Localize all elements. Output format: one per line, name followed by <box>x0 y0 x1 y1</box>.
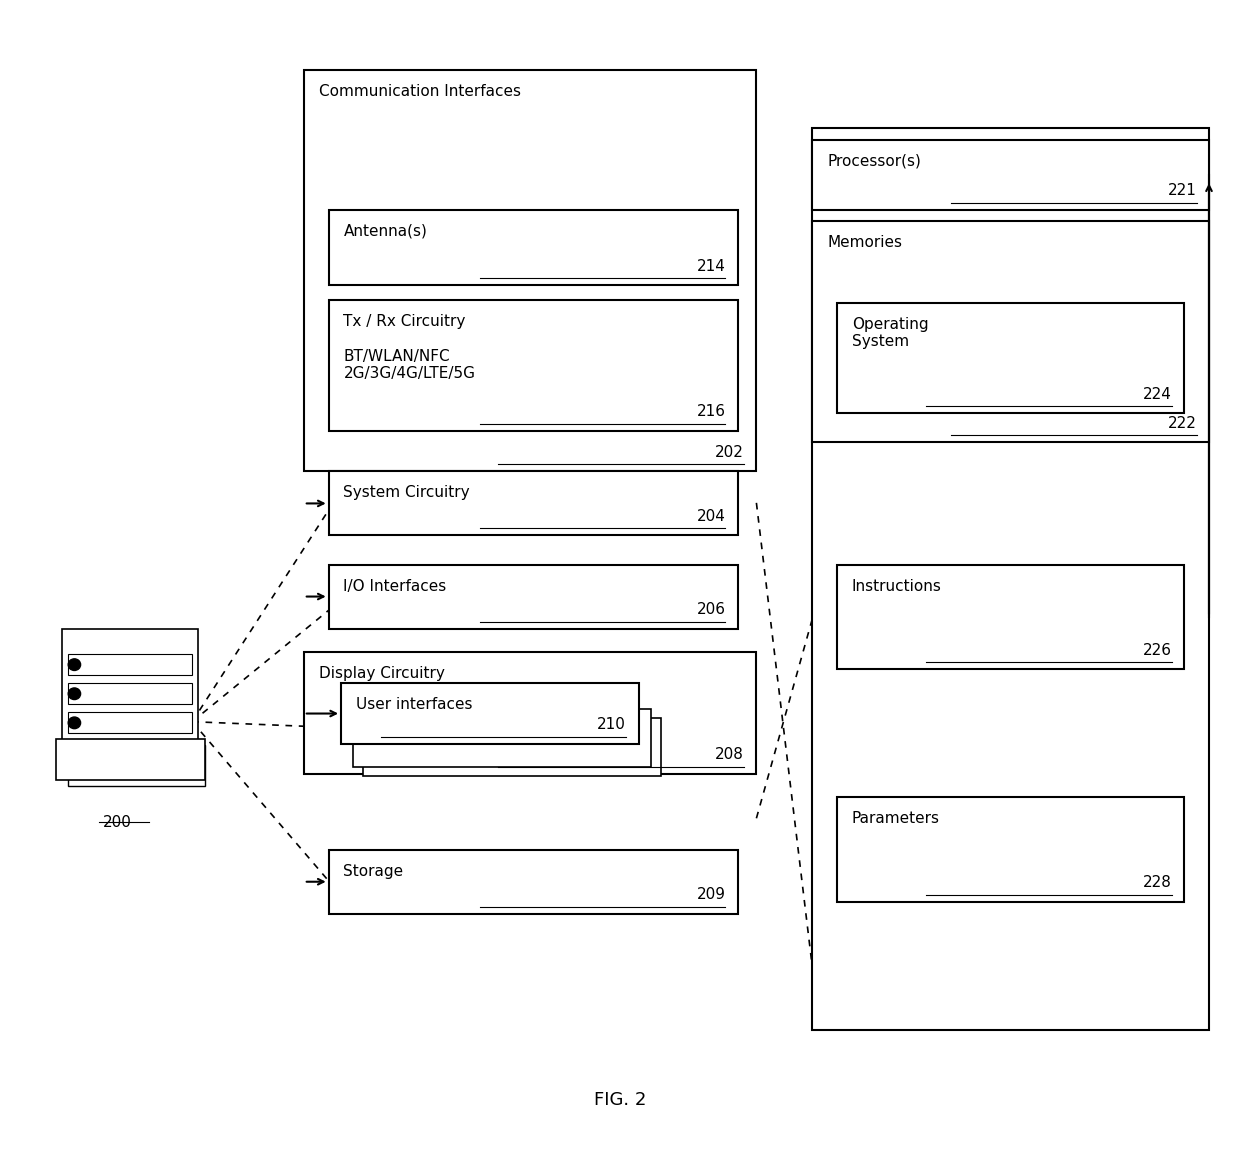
FancyBboxPatch shape <box>837 303 1184 413</box>
FancyBboxPatch shape <box>812 140 1209 210</box>
Text: 202: 202 <box>715 445 744 460</box>
FancyBboxPatch shape <box>329 850 738 914</box>
Text: Display Circuitry: Display Circuitry <box>319 666 445 681</box>
Text: 200: 200 <box>103 815 133 830</box>
FancyBboxPatch shape <box>341 683 639 744</box>
Text: 226: 226 <box>1143 643 1172 658</box>
Circle shape <box>68 688 81 700</box>
Text: 216: 216 <box>697 404 725 419</box>
Text: Communication Interfaces: Communication Interfaces <box>319 84 521 99</box>
Text: Operating
System: Operating System <box>852 317 929 349</box>
Text: Antenna(s): Antenna(s) <box>343 223 428 239</box>
FancyBboxPatch shape <box>329 300 738 431</box>
Text: 222: 222 <box>1168 416 1197 431</box>
FancyBboxPatch shape <box>62 629 198 745</box>
Text: Processor(s): Processor(s) <box>827 154 921 169</box>
Text: Parameters: Parameters <box>852 811 940 826</box>
FancyBboxPatch shape <box>56 739 205 780</box>
Circle shape <box>68 659 81 670</box>
FancyBboxPatch shape <box>812 221 1209 442</box>
FancyBboxPatch shape <box>68 712 192 733</box>
FancyBboxPatch shape <box>812 128 1209 1030</box>
Text: 214: 214 <box>697 258 725 274</box>
Text: Storage: Storage <box>343 864 403 879</box>
Text: Memories: Memories <box>827 235 901 250</box>
Text: FIG. 2: FIG. 2 <box>594 1091 646 1109</box>
Text: User interfaces: User interfaces <box>356 697 472 712</box>
Text: 204: 204 <box>697 509 725 524</box>
FancyBboxPatch shape <box>68 745 205 786</box>
FancyBboxPatch shape <box>353 709 651 767</box>
Text: 224: 224 <box>1143 386 1172 402</box>
Text: 209: 209 <box>697 887 725 902</box>
Text: I/O Interfaces: I/O Interfaces <box>343 579 446 594</box>
FancyBboxPatch shape <box>329 565 738 629</box>
Circle shape <box>68 717 81 729</box>
FancyBboxPatch shape <box>329 471 738 535</box>
Text: 206: 206 <box>697 602 725 617</box>
FancyBboxPatch shape <box>68 654 192 675</box>
Text: System Circuitry: System Circuitry <box>343 485 470 501</box>
FancyBboxPatch shape <box>329 210 738 285</box>
FancyBboxPatch shape <box>837 797 1184 902</box>
FancyBboxPatch shape <box>363 718 661 776</box>
Text: Instructions: Instructions <box>852 579 941 594</box>
Text: 228: 228 <box>1143 875 1172 890</box>
FancyBboxPatch shape <box>68 683 192 704</box>
Text: Tx / Rx Circuitry

BT/WLAN/NFC
2G/3G/4G/LTE/5G: Tx / Rx Circuitry BT/WLAN/NFC 2G/3G/4G/L… <box>343 314 475 382</box>
Text: 221: 221 <box>1168 183 1197 198</box>
FancyBboxPatch shape <box>304 70 756 471</box>
Text: 208: 208 <box>715 747 744 762</box>
Text: 210: 210 <box>598 717 626 732</box>
FancyBboxPatch shape <box>837 565 1184 669</box>
FancyBboxPatch shape <box>304 652 756 774</box>
